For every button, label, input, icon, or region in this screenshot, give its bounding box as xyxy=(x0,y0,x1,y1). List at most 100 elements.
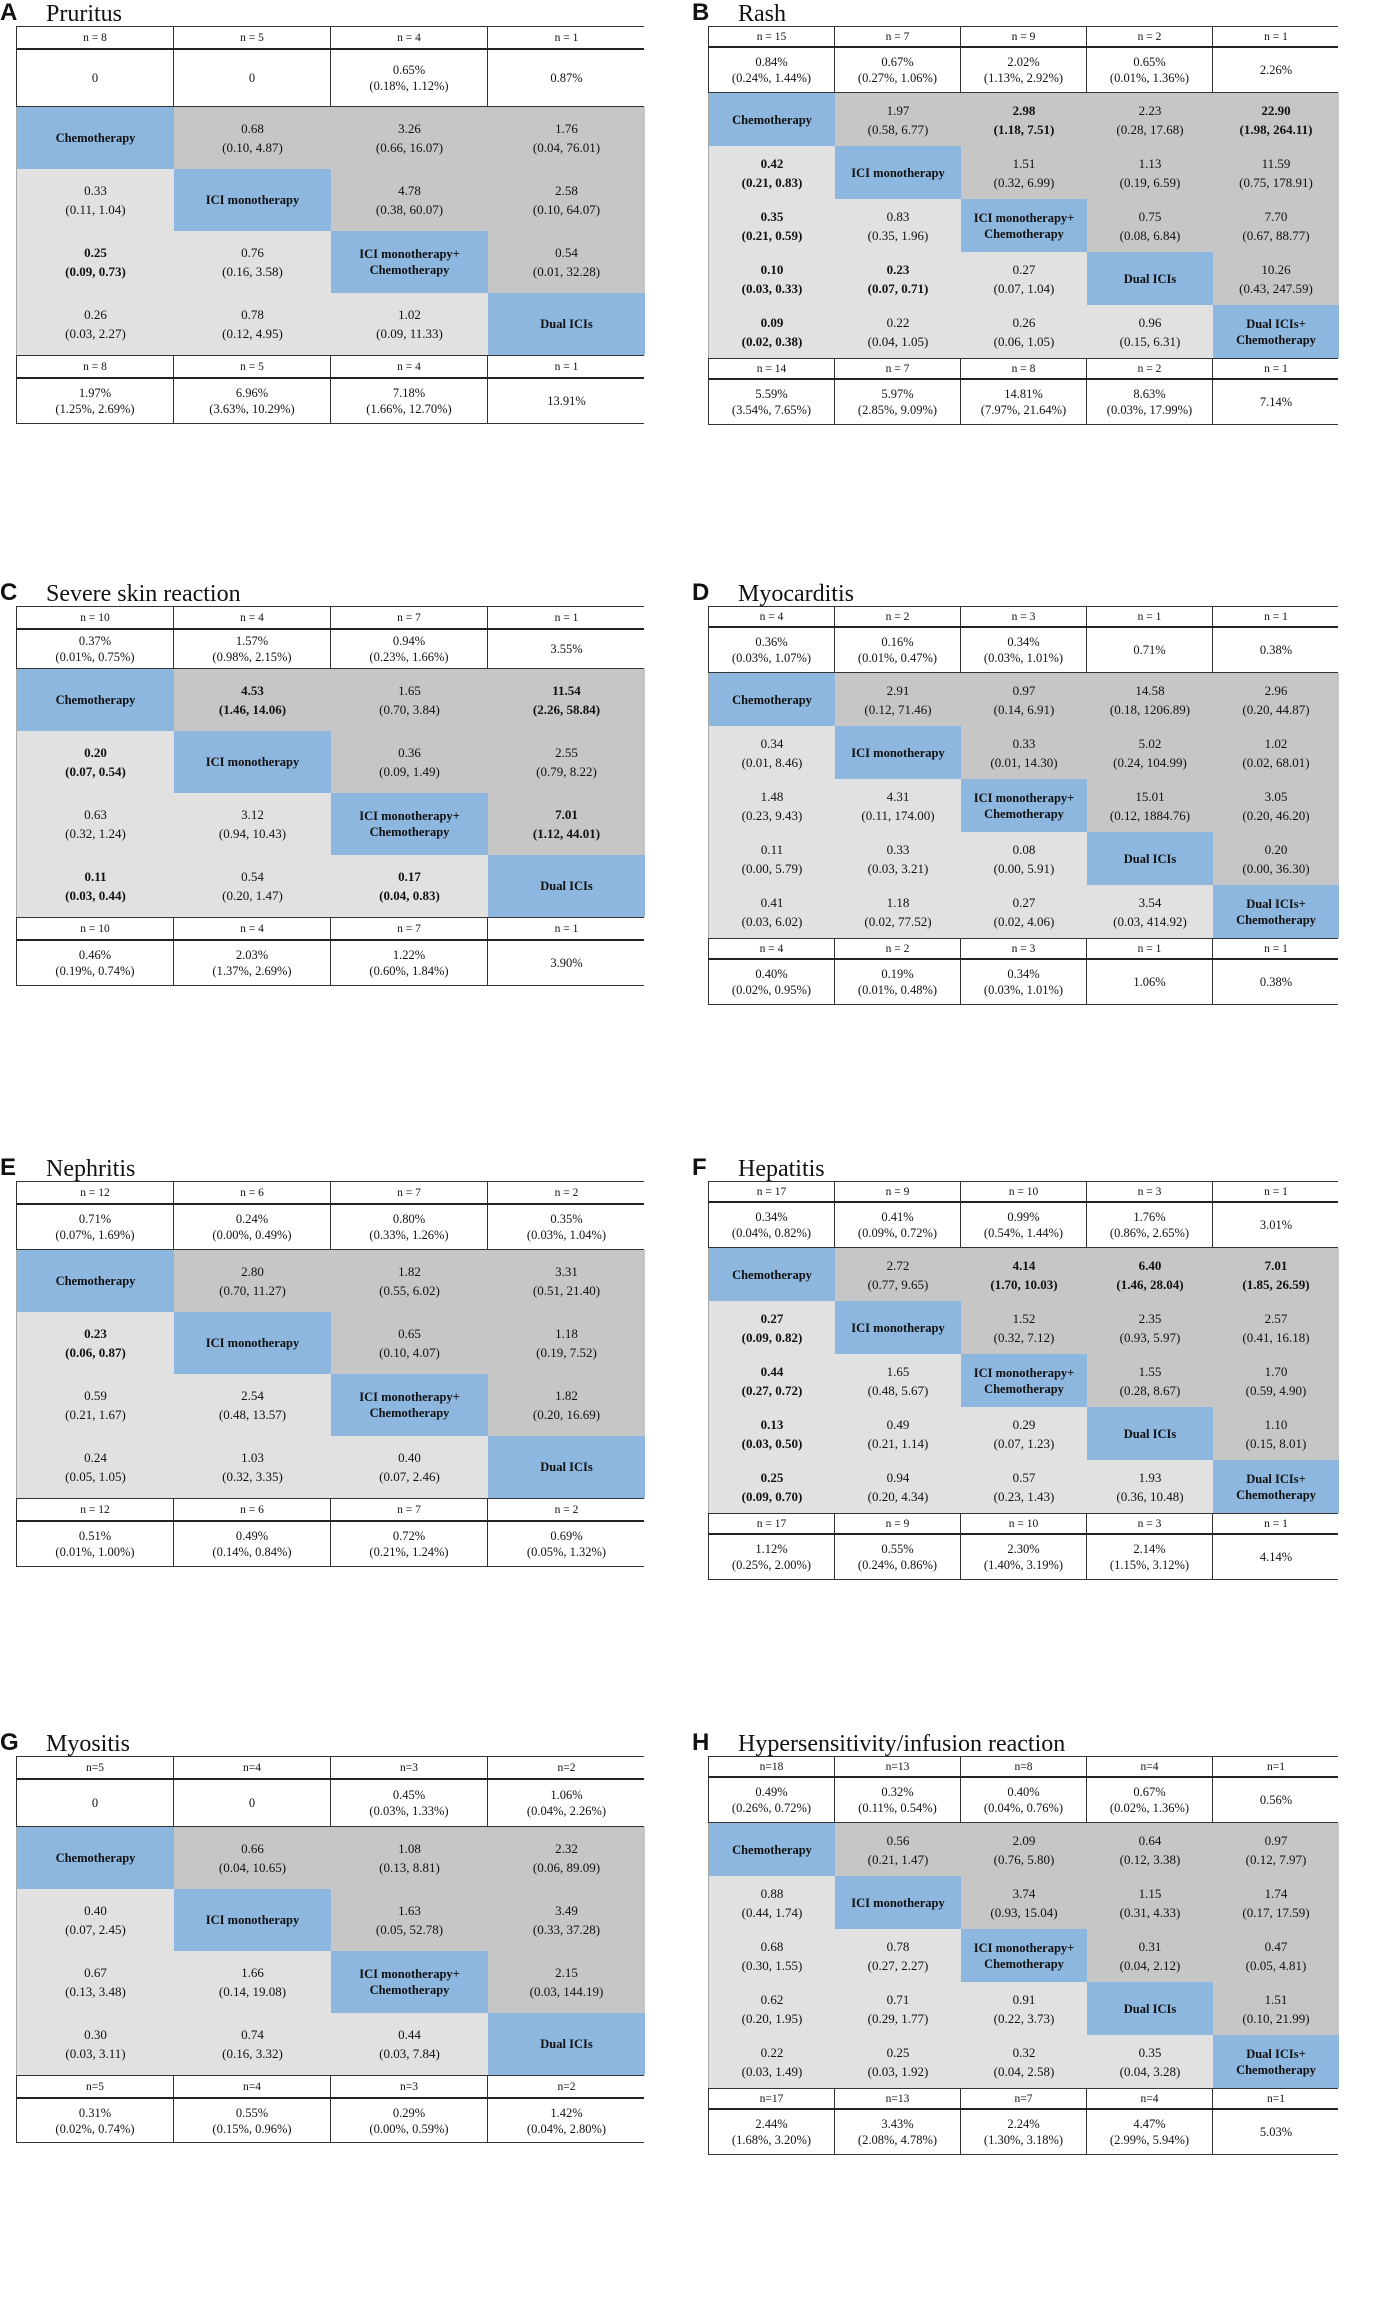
odds-ratio-cell: 0.47 (0.05, 4.81) xyxy=(1213,1929,1339,1982)
panel-title: Severe skin reaction xyxy=(46,581,241,607)
cell-line: n = 12 xyxy=(80,1186,110,1199)
odds-ratio-cell: 14.58 (0.18, 1206.89) xyxy=(1087,673,1213,726)
cell-line: n = 7 xyxy=(885,362,910,375)
cell-line: (0.02%, 0.74%) xyxy=(55,2121,135,2136)
cell-line: n=4 xyxy=(1140,2092,1159,2105)
cell-line: 0.65% xyxy=(392,63,426,77)
cell-line: 1.08 xyxy=(398,1841,421,1856)
treatment-label-dual-icis-chemotherapy: Dual ICIs+ Chemotherapy xyxy=(1213,305,1339,358)
cell-line: 6.96% xyxy=(235,386,269,400)
cell-line: 1.76 xyxy=(555,121,578,136)
cell-line: 0.20 xyxy=(84,745,107,760)
cell-line: 1.22% xyxy=(392,948,426,962)
cell-line: n = 1 xyxy=(1137,942,1162,955)
cell-line: 0.69% xyxy=(550,1529,583,1543)
cell-line: 0.30 xyxy=(84,2027,107,2042)
odds-ratio-cell: 0.57 (0.23, 1.43) xyxy=(961,1460,1087,1513)
sample-size-cell: n = 12 xyxy=(17,1499,174,1520)
treatment-label-line: Chemotherapy xyxy=(984,226,1064,241)
cell-line: n = 1 xyxy=(554,611,579,624)
cell-line: 0.40 xyxy=(398,1450,421,1465)
incidence-cell: 0.72% (0.21%, 1.24%) xyxy=(331,1522,488,1566)
cell-line: 0.24% xyxy=(235,1212,269,1226)
incidence-cell: 2.24% (1.30%, 3.18%) xyxy=(961,2110,1087,2154)
cell-line: (0.03%, 1.01%) xyxy=(983,651,1064,665)
cell-line: 0.87% xyxy=(550,71,583,85)
odds-ratio-cell: 0.08 (0.00, 5.91) xyxy=(961,832,1087,885)
odds-ratio-cell: 3.26 (0.66, 16.07) xyxy=(331,107,488,169)
cell-line: 0.27 xyxy=(1012,261,1036,277)
treatment-label-ici-monotherapy: ICI monotherapy xyxy=(174,1312,331,1374)
cell-line: n = 6 xyxy=(240,1186,264,1199)
odds-ratio-cell: 0.63 (0.32, 1.24) xyxy=(17,793,174,855)
top-incidence-row: 0 0 0.45% (0.03%, 1.33%) 1.06% (0.04%, 2.26%) xyxy=(16,1780,645,1827)
cell-line: 3.55% xyxy=(550,642,583,656)
treatment-label-dual-icis-chemotherapy: Dual ICIs+ Chemotherapy xyxy=(1213,1460,1339,1513)
cell-line: 2.32 xyxy=(555,1841,578,1856)
incidence-cell: 0 xyxy=(17,1780,174,1826)
odds-ratio-cell: 7.01 (1.85, 26.59) xyxy=(1213,1248,1339,1301)
cell-line: 0.11 xyxy=(760,841,784,857)
cell-line: (0.21, 0.83) xyxy=(741,174,803,190)
cell-line: (0.04%, 2.80%) xyxy=(526,2121,607,2136)
odds-ratio-cell: 0.24 (0.05, 1.05) xyxy=(17,1436,174,1498)
odds-ratio-cell: 0.76 (0.16, 3.58) xyxy=(174,231,331,293)
treatment-label-dual-icis-chemotherapy: Dual ICIs+ Chemotherapy xyxy=(1213,2035,1339,2088)
cell-line: 13.91% xyxy=(547,394,586,408)
cell-line: 1.02 xyxy=(1264,735,1288,751)
cell-line: (0.20, 44.87) xyxy=(1242,701,1310,717)
cell-line: 2.72 xyxy=(886,1257,910,1273)
incidence-cell: 0.34% (0.04%, 0.82%) xyxy=(709,1203,835,1247)
cell-line: 11.59 xyxy=(1261,155,1291,171)
incidence-cell: 0.40% (0.04%, 0.76%) xyxy=(961,1778,1087,1822)
cell-line: (1.13%, 2.92%) xyxy=(983,71,1064,85)
incidence-cell: 0.69% (0.05%, 1.32%) xyxy=(488,1522,645,1566)
cell-line: 2.58 xyxy=(555,183,578,198)
cell-line: (0.48, 5.67) xyxy=(867,1382,929,1398)
treatment-label-ici-monotherapy-chemotherapy: ICI monotherapy+ Chemotherapy xyxy=(961,1929,1087,1982)
cell-line: 4.14 xyxy=(1012,1257,1036,1273)
sample-size-cell: n = 1 xyxy=(1213,1182,1339,1201)
cell-line: n=17 xyxy=(759,2092,784,2105)
cell-line: n = 5 xyxy=(240,360,264,373)
cell-line: 2.35 xyxy=(1138,1310,1162,1326)
top-incidence-row: 0.34% (0.04%, 0.82%) 0.41% (0.09%, 0.72%) 0.… xyxy=(708,1203,1339,1248)
panel-title: Myositis xyxy=(46,1731,131,1757)
sample-size-cell: n=13 xyxy=(835,1757,961,1776)
cell-line: 0.55% xyxy=(881,1542,914,1556)
cell-line: (0.20, 16.69) xyxy=(532,1407,601,1422)
incidence-cell: 3.01% xyxy=(1213,1203,1339,1247)
odds-ratio-cell: 0.31 (0.04, 2.12) xyxy=(1087,1929,1213,1982)
odds-ratio-cell: 0.25 (0.09, 0.70) xyxy=(709,1460,835,1513)
cell-line: (0.09, 0.70) xyxy=(741,1488,803,1504)
odds-ratio-cell: 0.66 (0.04, 10.65) xyxy=(174,1827,331,1889)
treatment-label-ici-monotherapy: ICI monotherapy xyxy=(174,169,331,231)
cell-line: (1.18, 7.51) xyxy=(993,121,1055,137)
cell-line: n = 1 xyxy=(554,360,579,373)
cell-line: (0.03, 0.50) xyxy=(741,1435,803,1451)
treatment-label-dual-icis: Dual ICIs xyxy=(1087,832,1213,885)
odds-ratio-cell: 2.98 (1.18, 7.51) xyxy=(961,93,1087,146)
odds-ratio-cell: 1.48 (0.23, 9.43) xyxy=(709,779,835,832)
cell-line: (0.04, 3.28) xyxy=(1119,2063,1181,2079)
cell-line: n = 10 xyxy=(1008,1185,1039,1198)
cell-line: (0.70, 11.27) xyxy=(219,1283,286,1298)
cell-line: 1.02 xyxy=(398,307,421,322)
treatment-label-ici-monotherapy: ICI monotherapy xyxy=(174,1889,331,1951)
cell-line: (0.06, 1.05) xyxy=(993,333,1055,349)
cell-line: n = 10 xyxy=(1008,1517,1039,1530)
cell-line: 0.27 xyxy=(1012,894,1036,910)
treatment-label-line: Dual ICIs xyxy=(540,2037,593,2051)
cell-line: 1.18 xyxy=(555,1326,578,1341)
treatment-label-ici-monotherapy: ICI monotherapy xyxy=(835,146,961,199)
treatment-label-ici-monotherapy-chemotherapy: ICI monotherapy+ Chemotherapy xyxy=(331,231,488,293)
odds-ratio-cell: 3.05 (0.20, 46.20) xyxy=(1213,779,1339,832)
sample-size-cell: n = 5 xyxy=(174,356,331,377)
cell-line: 0.67% xyxy=(1133,1785,1166,1799)
cell-line: 4.78 xyxy=(398,183,421,198)
treatment-label-line: ICI monotherapy+ xyxy=(359,809,460,823)
sample-size-cell: n=13 xyxy=(835,2089,961,2108)
sample-size-cell: n = 1 xyxy=(488,918,645,939)
cell-line: n = 1 xyxy=(1264,362,1288,375)
cell-line: 0.67 xyxy=(84,1965,107,1980)
